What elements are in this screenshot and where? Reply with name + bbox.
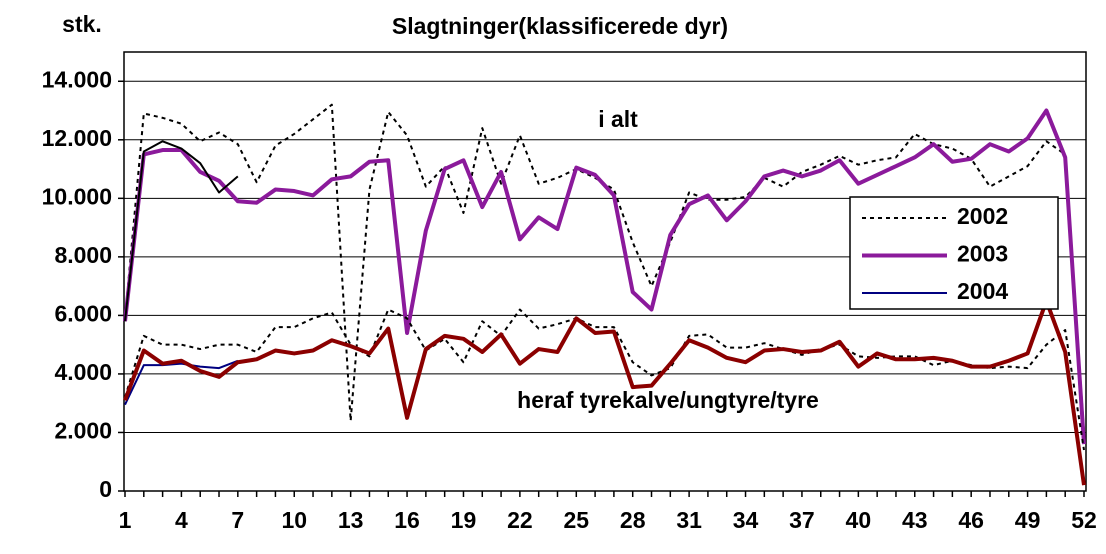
y-tick-label: 8.000 (54, 242, 112, 268)
x-tick-label: 22 (507, 507, 533, 533)
x-tick-label: 1 (119, 507, 132, 533)
series-line (124, 359, 239, 406)
x-tick-label: 34 (733, 507, 759, 533)
legend-box (849, 196, 1059, 310)
x-tick-label: 7 (231, 507, 244, 533)
x-tick-label: 52 (1071, 507, 1097, 533)
y-axis-label: stk. (62, 11, 102, 37)
y-tick-label: 10.000 (42, 183, 112, 209)
series-line (124, 140, 239, 322)
y-tick-label: 4.000 (54, 359, 112, 385)
x-tick-label: 43 (902, 507, 928, 533)
y-tick-label: 14.000 (42, 66, 112, 92)
x-tick-label: 46 (958, 507, 984, 533)
x-tick-label: 13 (338, 507, 364, 533)
series-line (123, 108, 1086, 445)
x-tick-label: 16 (394, 507, 420, 533)
x-tick-label: 40 (846, 507, 872, 533)
legend-label: 2004 (957, 278, 1008, 304)
x-tick-label: 37 (789, 507, 815, 533)
x-tick-label: 31 (676, 507, 702, 533)
x-tick-label: 25 (563, 507, 589, 533)
y-tick-label: 6.000 (54, 300, 112, 326)
y-tick-label: 12.000 (42, 125, 112, 151)
x-tick-label: 4 (175, 507, 188, 533)
x-tick-label: 49 (1015, 507, 1041, 533)
x-tick-label: 10 (281, 507, 307, 533)
annotation: i alt (598, 106, 638, 132)
x-tick-label: 28 (620, 507, 646, 533)
chart-title: Slagtninger(klassificerede dyr) (392, 13, 728, 39)
annotation: heraf tyrekalve/ungtyre/tyre (517, 387, 819, 413)
y-tick-label: 0 (99, 476, 112, 502)
legend-label: 2003 (957, 241, 1008, 267)
series-line (124, 308, 1085, 451)
x-tick-label: 19 (451, 507, 477, 533)
series-line (123, 298, 1086, 486)
legend-label: 2002 (957, 203, 1008, 229)
y-tick-label: 2.000 (54, 418, 112, 444)
